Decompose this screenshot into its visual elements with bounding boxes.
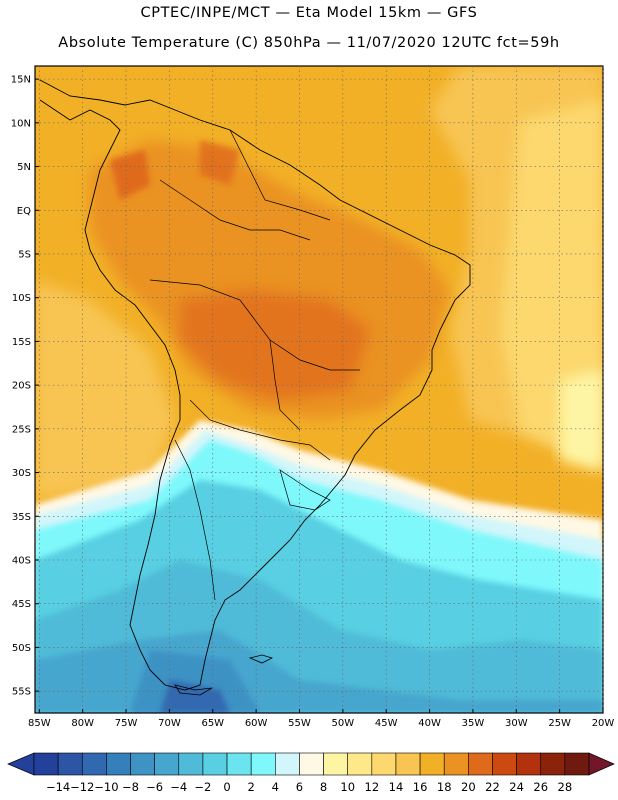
lon-label: 80W xyxy=(71,718,94,729)
colorbar-swatch xyxy=(347,752,373,776)
lat-label: 5N xyxy=(17,162,31,173)
colorbar-label: −2 xyxy=(194,780,211,794)
colorbar-label: 12 xyxy=(365,780,380,794)
colorbar-label: 8 xyxy=(320,780,327,794)
lat-label: 45S xyxy=(12,599,31,610)
colorbar-swatch xyxy=(178,752,204,776)
lon-label: 85W xyxy=(28,718,51,729)
colorbar-swatch xyxy=(106,752,131,776)
lon-label: 20W xyxy=(592,718,615,729)
lon-label: 30W xyxy=(505,718,528,729)
colorbar-swatch xyxy=(81,752,107,776)
colorbar-swatch xyxy=(202,752,228,776)
border-6 xyxy=(174,439,216,601)
colorbar-label: 6 xyxy=(296,780,303,794)
temperature-field xyxy=(35,66,603,713)
colorbar-swatch xyxy=(516,752,542,776)
map-frame xyxy=(34,65,604,714)
colorbar-swatch xyxy=(33,752,59,776)
lon-label: 45W xyxy=(375,718,398,729)
lat-label: 50S xyxy=(12,643,31,654)
colorbar-label: 18 xyxy=(437,780,452,794)
colorbar-swatch xyxy=(395,752,421,776)
title-model: CPTEC/INPE/MCT — Eta Model 15km — GFS xyxy=(140,5,478,21)
colorbar-swatch xyxy=(419,752,445,776)
lat-label: 10N xyxy=(11,118,31,129)
lon-label: 65W xyxy=(201,718,224,729)
lon-label: 70W xyxy=(158,718,181,729)
colorbar-label: 16 xyxy=(413,780,428,794)
colorbar-swatch xyxy=(275,752,300,776)
colorbar-label: 24 xyxy=(509,780,524,794)
lon-label: 50W xyxy=(332,718,355,729)
border-1 xyxy=(159,179,311,241)
border-5 xyxy=(269,339,301,431)
colorbar-label: −4 xyxy=(170,780,187,794)
colorbar-swatch xyxy=(323,752,348,776)
lat-label: 40S xyxy=(12,555,31,566)
colorbar-label: −8 xyxy=(122,780,139,794)
colorbar-swatch xyxy=(492,752,517,776)
tierra-del-fuego xyxy=(174,684,213,696)
latitude-labels: 15N 10N 5N EQ 5S 10S 15S 20S 25S 30S 35S 40S 45S 50S 5… xyxy=(11,75,31,698)
longitude-labels: 85W 80W 75W 70W 65W 60W 55W 50W 45W 40W 35W 30W 25W 2… xyxy=(28,718,614,729)
lat-label: 25S xyxy=(12,424,31,435)
lat-label: 30S xyxy=(12,468,31,479)
lon-label: 25W xyxy=(548,718,571,729)
colorbar-label: 0 xyxy=(223,780,230,794)
colorbar-swatch xyxy=(564,752,590,776)
border-4 xyxy=(229,129,331,221)
colorbar-swatch xyxy=(299,752,324,776)
colorbar-label: −10 xyxy=(94,780,118,794)
lat-label: 15S xyxy=(12,337,31,348)
lat-label: 55S xyxy=(12,687,31,698)
colorbar-swatch xyxy=(226,752,252,776)
colorbar-swatch xyxy=(57,752,83,776)
coastline xyxy=(39,79,471,696)
lat-label: 35S xyxy=(12,512,31,523)
colorbar-swatch xyxy=(468,752,493,776)
lat-label: 10S xyxy=(12,293,31,304)
colorbar-label: −12 xyxy=(70,780,94,794)
colorbar-label: −14 xyxy=(46,780,70,794)
lon-label: 40W xyxy=(418,718,441,729)
lat-label: 5S xyxy=(18,249,31,260)
colorbar-label: 2 xyxy=(248,780,255,794)
temperature-map: 15N 10N 5N EQ 5S 10S 15S 20S 25S 30S 35S 40S 45S 50S 5… xyxy=(11,65,614,729)
lon-label: 55W xyxy=(288,718,311,729)
colorbar-label: 20 xyxy=(461,780,476,794)
lon-label: 60W xyxy=(245,718,268,729)
colorbar-swatch xyxy=(540,752,566,776)
colorbar-label: −6 xyxy=(146,780,163,794)
colorbar-label: 22 xyxy=(485,780,500,794)
falkland-islands xyxy=(248,654,274,664)
colorbar-label: 14 xyxy=(389,780,404,794)
colorbar-swatch xyxy=(443,752,469,776)
colorbar-over-arrow xyxy=(588,752,615,776)
lat-label: 15N xyxy=(11,75,31,86)
lat-label: 20S xyxy=(12,381,31,392)
border-7 xyxy=(279,469,331,511)
lat-label: EQ xyxy=(17,206,31,217)
lon-label: 75W xyxy=(115,718,138,729)
colorbar-swatch xyxy=(250,752,276,776)
colorbar-swatch xyxy=(130,752,155,776)
gridlines xyxy=(35,66,604,713)
colorbar-swatch xyxy=(154,752,180,776)
south-america-coastline xyxy=(39,79,471,691)
colorbar-label: 28 xyxy=(558,780,573,794)
colorbar: −14 −12 −10 −8 −6 −4 −2 0 2 4 6 8 10 12 14 16 18 20 22 24 26… xyxy=(7,752,615,794)
colorbar-under-arrow xyxy=(7,752,35,776)
border-3 xyxy=(189,399,331,461)
colorbar-label: 10 xyxy=(340,780,355,794)
title-field: Absolute Temperature (C) 850hPa — 11/07/… xyxy=(58,35,560,51)
colorbar-label: 4 xyxy=(272,780,279,794)
lon-label: 35W xyxy=(462,718,485,729)
colorbar-swatch xyxy=(371,752,397,776)
colorbar-label: 26 xyxy=(533,780,548,794)
